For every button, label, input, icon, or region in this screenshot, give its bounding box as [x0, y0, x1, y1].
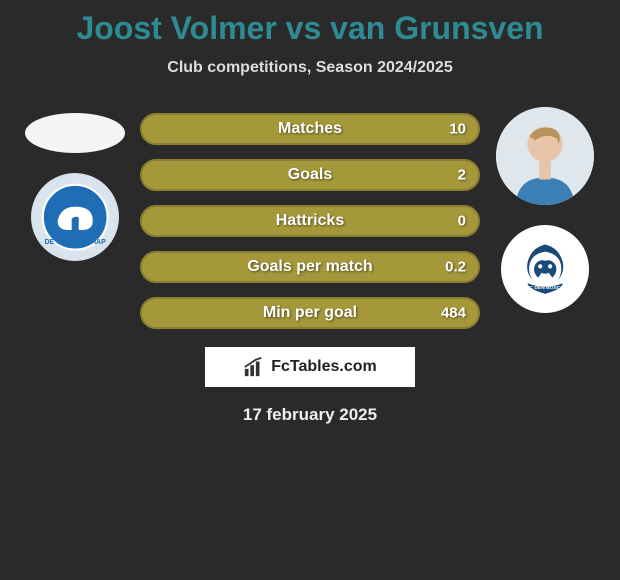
stat-label: Goals [288, 166, 332, 184]
club-right-badge: FC DEN BOSCH [501, 225, 589, 313]
content-row: DE GRAAFSCHAP Matches 10 Goals 2 Hattricks 0 G… [0, 107, 620, 329]
fc-den-bosch-icon: FC DEN BOSCH [510, 234, 580, 304]
comparison-infographic: Joost Volmer vs van Grunsven Club compet… [0, 0, 620, 425]
page-subtitle: Club competitions, Season 2024/2025 [0, 59, 620, 77]
stat-value-right: 0.2 [445, 259, 466, 276]
stat-bar: Goals 2 [140, 159, 480, 191]
stat-label: Goals per match [247, 258, 372, 276]
stat-label: Hattricks [276, 212, 344, 230]
svg-text:FC DEN BOSCH: FC DEN BOSCH [526, 285, 564, 291]
player-left-avatar [25, 113, 125, 153]
stat-value-right: 0 [458, 213, 466, 230]
player-right-avatar [496, 107, 594, 205]
page-title: Joost Volmer vs van Grunsven [0, 10, 620, 47]
de-graafschap-icon: DE GRAAFSCHAP [40, 182, 110, 252]
stat-bar: Hattricks 0 [140, 205, 480, 237]
date-line: 17 february 2025 [0, 405, 620, 425]
club-left-badge: DE GRAAFSCHAP [31, 173, 119, 261]
stat-value-right: 2 [458, 167, 466, 184]
right-column: FC DEN BOSCH [490, 107, 600, 313]
svg-text:DE GRAAFSCHAP: DE GRAAFSCHAP [44, 239, 106, 246]
brand-text: FcTables.com [271, 358, 377, 376]
left-column: DE GRAAFSCHAP [20, 107, 130, 261]
stat-value-right: 10 [449, 121, 466, 138]
brand-chart-icon [243, 356, 265, 378]
stat-value-right: 484 [441, 305, 466, 322]
stat-label: Min per goal [263, 304, 357, 322]
stat-bar: Min per goal 484 [140, 297, 480, 329]
stat-bar: Goals per match 0.2 [140, 251, 480, 283]
stat-bar: Matches 10 [140, 113, 480, 145]
stat-bars: Matches 10 Goals 2 Hattricks 0 Goals per match… [140, 107, 480, 329]
brand-box: FcTables.com [205, 347, 415, 387]
stat-label: Matches [278, 120, 342, 138]
